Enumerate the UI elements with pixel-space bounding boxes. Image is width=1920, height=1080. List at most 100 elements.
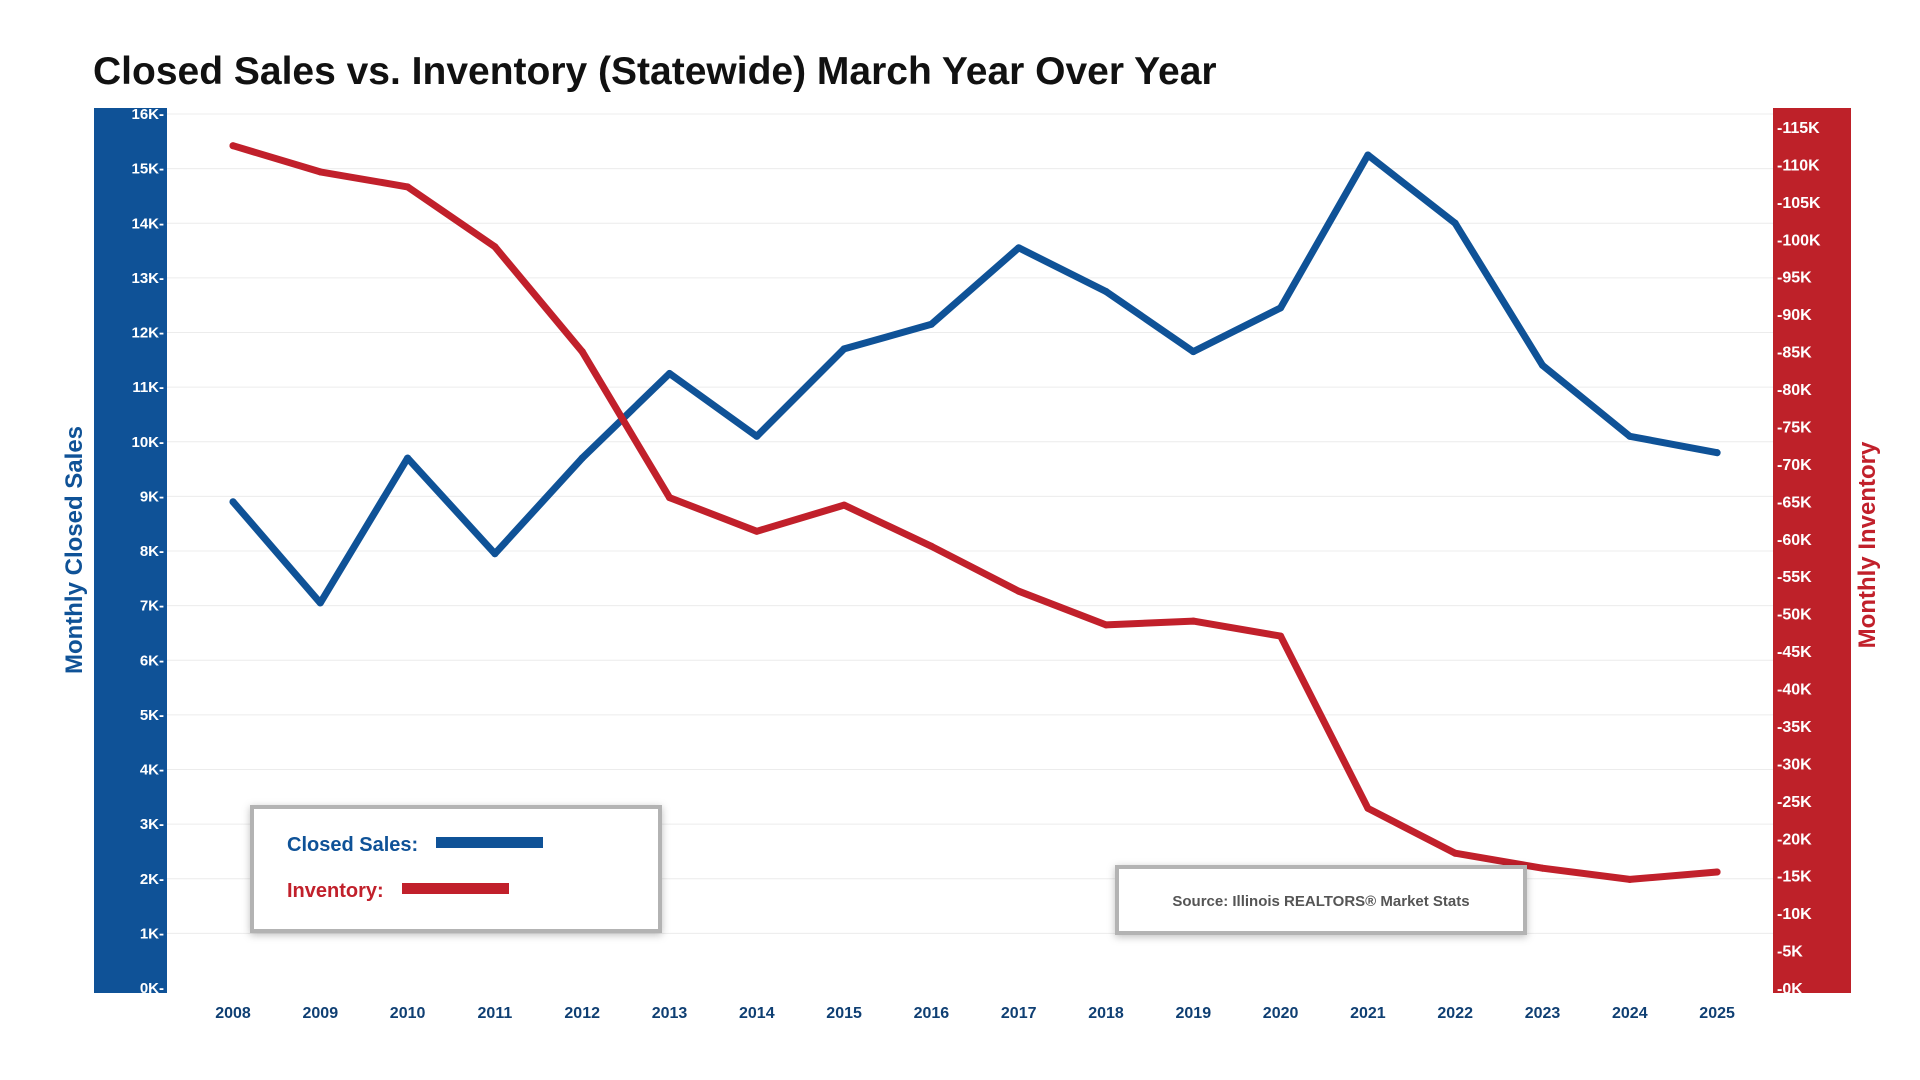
inventory-point-2009	[316, 168, 324, 176]
right-tick-label: -110K	[1777, 157, 1820, 174]
source-box: Source: Illinois REALTORS® Market Stats	[1115, 865, 1527, 935]
series-lines	[229, 142, 1721, 883]
inventory-point-2011	[491, 243, 499, 251]
right-tick-label: -15K	[1777, 869, 1812, 886]
x-tick-label: 2024	[1612, 1005, 1648, 1022]
right-tick-label: -10K	[1777, 906, 1812, 923]
inventory-point-2010	[404, 183, 412, 191]
x-tick-label: 2010	[390, 1005, 426, 1022]
left-tick-label: 15K-	[131, 161, 164, 178]
right-tick-label: -5K	[1777, 944, 1803, 961]
right-tick-label: -70K	[1777, 457, 1812, 474]
left-axis-band	[94, 108, 167, 993]
closed-sales-point-2023	[1539, 361, 1546, 369]
closed-sales-line	[229, 151, 1721, 607]
closed-sales-point-2016	[927, 320, 935, 328]
closed-sales-point-2020	[1277, 304, 1285, 312]
left-tick-label: 13K-	[131, 270, 164, 287]
inventory-point-2013	[666, 494, 673, 502]
x-tick-label: 2025	[1699, 1005, 1735, 1022]
right-tick-label: -75K	[1777, 419, 1812, 436]
x-tick-label: 2023	[1525, 1005, 1561, 1022]
inventory-point-2008	[229, 142, 237, 150]
left-tick-label: 1K-	[140, 925, 164, 942]
right-tick-label: -90K	[1777, 307, 1812, 324]
x-tick-label: 2020	[1263, 1005, 1299, 1022]
left-tick-label: 14K-	[131, 215, 164, 232]
inventory-point-2025	[1713, 868, 1721, 876]
left-tick-label: 7K-	[140, 598, 164, 615]
x-tick-label: 2017	[1001, 1005, 1037, 1022]
inventory-point-2022	[1451, 849, 1459, 857]
right-tick-label: -55K	[1777, 569, 1812, 586]
right-tick-label: -35K	[1777, 719, 1812, 736]
closed-sales-point-2024	[1626, 432, 1634, 440]
closed-sales-point-2018	[1102, 288, 1110, 296]
closed-sales-point-2017	[1015, 244, 1023, 252]
right-tick-label: -25K	[1777, 794, 1812, 811]
inventory-point-2012	[578, 348, 586, 356]
left-tick-label: 4K-	[140, 762, 164, 779]
right-tick-label: -45K	[1777, 644, 1812, 661]
right-tick-label: -95K	[1777, 270, 1812, 287]
left-tick-label: 8K-	[140, 543, 164, 560]
left-tick-label: 10K-	[131, 434, 164, 451]
right-tick-label: -115K	[1777, 120, 1820, 137]
x-tick-label: 2011	[478, 1005, 513, 1022]
closed-sales-point-2012	[578, 454, 586, 462]
legend-swatch-inventory	[402, 883, 509, 894]
closed-sales-point-2010	[404, 454, 412, 462]
left-axis-title: Monthly Closed Sales	[61, 426, 88, 674]
x-tick-label: 2013	[652, 1005, 688, 1022]
legend-label-closed-sales: Closed Sales:	[287, 834, 418, 856]
left-axis-ticks: 0K- 1K- 2K- 3K- 4K- 5K- 6K- 7K- 8K- 9K- 10K- 11K- 12…	[131, 106, 164, 997]
inventory-point-2016	[927, 542, 935, 550]
x-tick-label: 2022	[1437, 1005, 1473, 1022]
closed-sales-point-2011	[491, 550, 499, 558]
inventory-point-2023	[1539, 864, 1546, 872]
right-tick-label: -100K	[1777, 232, 1821, 249]
inventory-point-2021	[1364, 804, 1372, 812]
left-tick-label: 16K-	[131, 106, 164, 123]
left-tick-label: 12K-	[131, 325, 164, 342]
closed-sales-point-2022	[1451, 219, 1459, 227]
closed-sales-point-2025	[1713, 449, 1721, 457]
closed-sales-point-2009	[316, 599, 324, 607]
x-tick-label: 2012	[564, 1005, 600, 1022]
left-tick-label: 0K-	[140, 980, 164, 997]
left-tick-label: 9K-	[140, 488, 164, 505]
x-tick-label: 2008	[215, 1005, 251, 1022]
right-tick-label: -60K	[1777, 532, 1812, 549]
closed-sales-point-2014	[753, 432, 761, 440]
inventory-point-2015	[840, 501, 848, 509]
closed-sales-point-2008	[229, 498, 237, 506]
legend-label-inventory: Inventory:	[287, 880, 384, 902]
x-tick-label: 2021	[1350, 1005, 1386, 1022]
right-tick-label: -65K	[1777, 494, 1812, 511]
left-tick-label: 11K-	[132, 379, 164, 396]
right-tick-label: -30K	[1777, 756, 1812, 773]
x-tick-label: 2015	[826, 1005, 862, 1022]
right-tick-label: -105K	[1777, 195, 1821, 212]
closed-sales-point-2013	[666, 369, 673, 377]
x-tick-label: 2016	[914, 1005, 950, 1022]
x-tick-label: 2009	[303, 1005, 339, 1022]
right-axis-ticks: -0K -5K -10K -15K -20K -25K -30K -35K -40K -45K -5…	[1777, 120, 1821, 998]
right-axis-band	[1773, 108, 1851, 993]
left-tick-label: 2K-	[140, 871, 164, 888]
x-tick-label: 2018	[1088, 1005, 1124, 1022]
left-tick-label: 6K-	[140, 652, 164, 669]
inventory-point-2024	[1626, 875, 1634, 883]
right-tick-label: -40K	[1777, 682, 1812, 699]
closed-sales-point-2019	[1189, 348, 1197, 356]
right-axis-title: Monthly Inventory	[1854, 441, 1881, 648]
inventory-point-2020	[1277, 632, 1285, 640]
right-tick-label: -0K	[1777, 981, 1803, 998]
inventory-point-2014	[753, 527, 761, 535]
closed-sales-point-2015	[840, 345, 848, 353]
left-tick-label: 5K-	[140, 707, 164, 724]
inventory-point-2017	[1015, 587, 1023, 595]
x-tick-label: 2019	[1176, 1005, 1212, 1022]
inventory-line	[229, 142, 1721, 883]
